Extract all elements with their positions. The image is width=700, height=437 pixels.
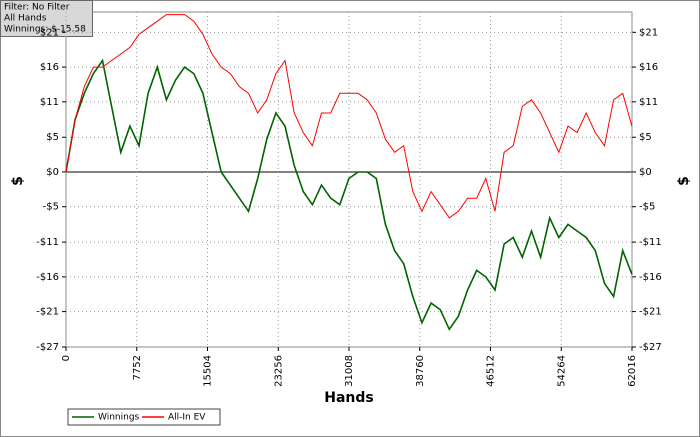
y-tick-label: $0 — [46, 167, 59, 178]
y-tick-label: $5 — [46, 132, 59, 143]
x-tick-label: 15504 — [203, 355, 214, 387]
x-tick-label: 46512 — [486, 355, 497, 387]
x-tick-label: 7752 — [132, 355, 143, 380]
y-tick-label: -$16 — [36, 272, 59, 283]
y-tick-label: $21 — [40, 27, 59, 38]
y-tick-label: $11 — [639, 97, 658, 108]
info-text: Filter: No Filter — [4, 3, 70, 13]
y-tick-label: -$5 — [639, 202, 655, 213]
info-text: All Hands — [4, 14, 47, 24]
series-line — [65, 58, 633, 331]
y-tick-label: -$27 — [639, 342, 662, 353]
y-tick-label: -$21 — [36, 307, 59, 318]
x-axis-label: Hands — [324, 390, 374, 406]
y-tick-label: -$16 — [639, 272, 662, 283]
x-tick-label: 38760 — [415, 355, 426, 387]
info-text: Winnings: $-15.58 — [4, 25, 86, 35]
y-axis-label: $ — [10, 176, 26, 186]
series-line — [65, 14, 633, 219]
x-tick-label: 62016 — [627, 355, 638, 387]
y-tick-label: $21 — [639, 27, 658, 38]
y-tick-label: $0 — [639, 167, 652, 178]
y-tick-label: $16 — [639, 62, 658, 73]
x-tick-label: 23256 — [273, 355, 284, 387]
y-tick-label: -$27 — [36, 342, 59, 353]
y-axis-label: $ — [676, 176, 692, 186]
info-box — [0, 0, 93, 37]
y-tick-label: $16 — [40, 62, 59, 73]
legend-label: All-In EV — [168, 413, 206, 423]
y-tick-label: $11 — [40, 97, 59, 108]
y-tick-label: -$11 — [639, 237, 662, 248]
y-tick-label: $5 — [639, 132, 652, 143]
x-tick-label: 54264 — [556, 355, 567, 387]
x-tick-label: 31008 — [344, 355, 355, 387]
y-tick-label: -$11 — [36, 237, 59, 248]
y-tick-label: -$21 — [639, 307, 662, 318]
x-tick-label: 0 — [61, 355, 72, 361]
y-tick-label: -$5 — [43, 202, 59, 213]
legend-label: Winnings — [98, 413, 140, 423]
